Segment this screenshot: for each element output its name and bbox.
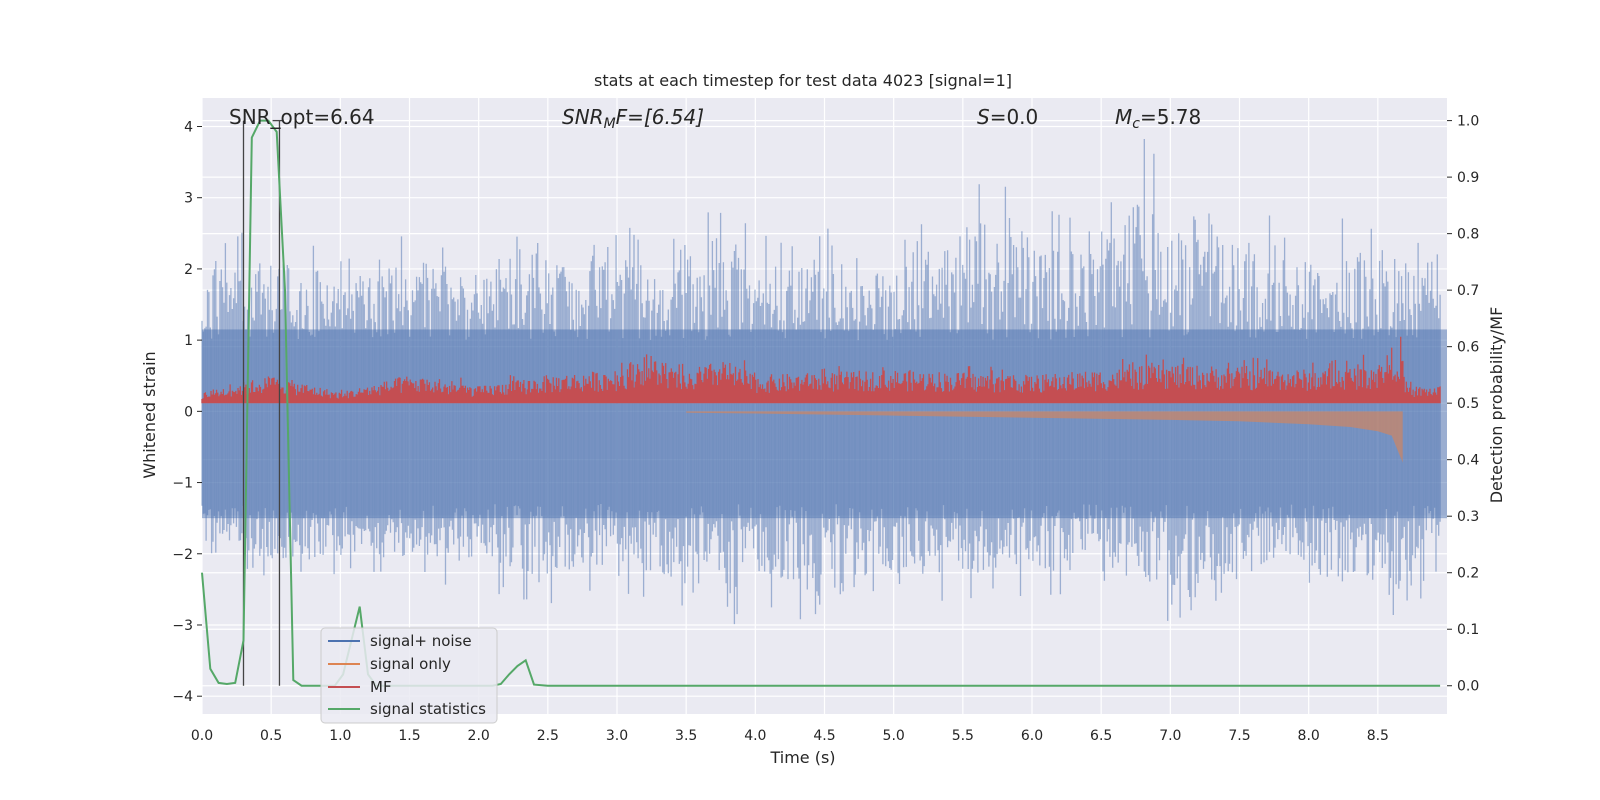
y2-tick-label: 0.2 [1457,566,1479,582]
y-axis-label: Whitened strain [140,351,159,478]
x-tick-label: 8.0 [1298,728,1320,744]
legend-label-signal-only: signal only [370,655,451,673]
x-tick-label: 7.0 [1159,728,1181,744]
legend-label-mf: MF [370,678,392,696]
signal-only-area [686,411,1403,463]
x-tick-label: 2.0 [468,728,490,744]
y2-tick-label: 0.8 [1457,227,1479,243]
y2-tick-label: 0.7 [1457,283,1479,299]
x-tick-label: 1.0 [329,728,351,744]
x-axis-label: Time (s) [769,748,835,767]
y-tick-label: 2 [184,262,193,278]
x-tick-label: 5.5 [952,728,974,744]
legend: signal+ noise signal only MF signal stat… [320,627,498,724]
x-tick-label: 1.5 [398,728,420,744]
y-tick-label: −4 [172,689,193,705]
x-tick-label: 5.0 [883,728,905,744]
y-tick-label: 1 [184,333,193,349]
x-tick-label: 3.5 [675,728,697,744]
mf-series [201,336,1441,404]
signal-only-series [686,411,1403,463]
y2-tick-label: 0.1 [1457,622,1479,638]
legend-label-signal-statistics: signal statistics [370,700,486,718]
x-tick-label: 4.0 [744,728,766,744]
x-tick-label: 0.0 [191,728,213,744]
y-tick-label: 3 [184,191,193,207]
y2-axis-label: Detection probability/MF [1487,307,1506,504]
y-tick-label: 4 [184,119,193,135]
annotation-snr-opt: SNR_opt=6.64 [229,105,375,129]
y2-axis-ticks: 1.0 0.9 0.8 0.7 0.6 0.5 0.4 0.3 0.2 0.1 0.0 [1447,114,1479,695]
x-tick-label: 3.0 [606,728,628,744]
x-tick-label: 0.5 [260,728,282,744]
annotation-snr-mf: SNRMF=[6.54] [562,105,704,132]
y2-tick-label: 1.0 [1457,114,1479,130]
annotation-mc: Mc=5.78 [1115,105,1201,132]
x-tick-label: 2.5 [537,728,559,744]
y-tick-label: −2 [172,547,193,563]
x-tick-label: 4.5 [813,728,835,744]
y-tick-label: −3 [172,618,193,634]
legend-label-signal-noise: signal+ noise [370,632,472,650]
y2-tick-label: 0.0 [1457,679,1479,695]
y-tick-label: 0 [184,404,193,420]
x-tick-label: 8.5 [1367,728,1389,744]
chart-title: stats at each timestep for test data 402… [594,71,1012,90]
mf-trace [201,336,1441,404]
x-tick-label: 7.5 [1228,728,1250,744]
y2-tick-label: 0.5 [1457,396,1479,412]
y2-tick-label: 0.9 [1457,170,1479,186]
x-tick-label: 6.5 [1090,728,1112,744]
y2-tick-label: 0.4 [1457,453,1479,469]
x-tick-label: 6.0 [1021,728,1043,744]
y2-tick-label: 0.3 [1457,509,1479,525]
y-axis-ticks: 4 3 2 1 0 −1 −2 −3 −4 [172,119,202,705]
y2-tick-label: 0.6 [1457,340,1479,356]
x-axis-ticks: 0.0 0.5 1.0 1.5 2.0 2.5 3.0 3.5 4.0 4.5 5.0 5.5 6.0 6… [191,728,1389,744]
y-tick-label: −1 [172,476,193,492]
annotation-s: S=0.0 [977,105,1038,129]
